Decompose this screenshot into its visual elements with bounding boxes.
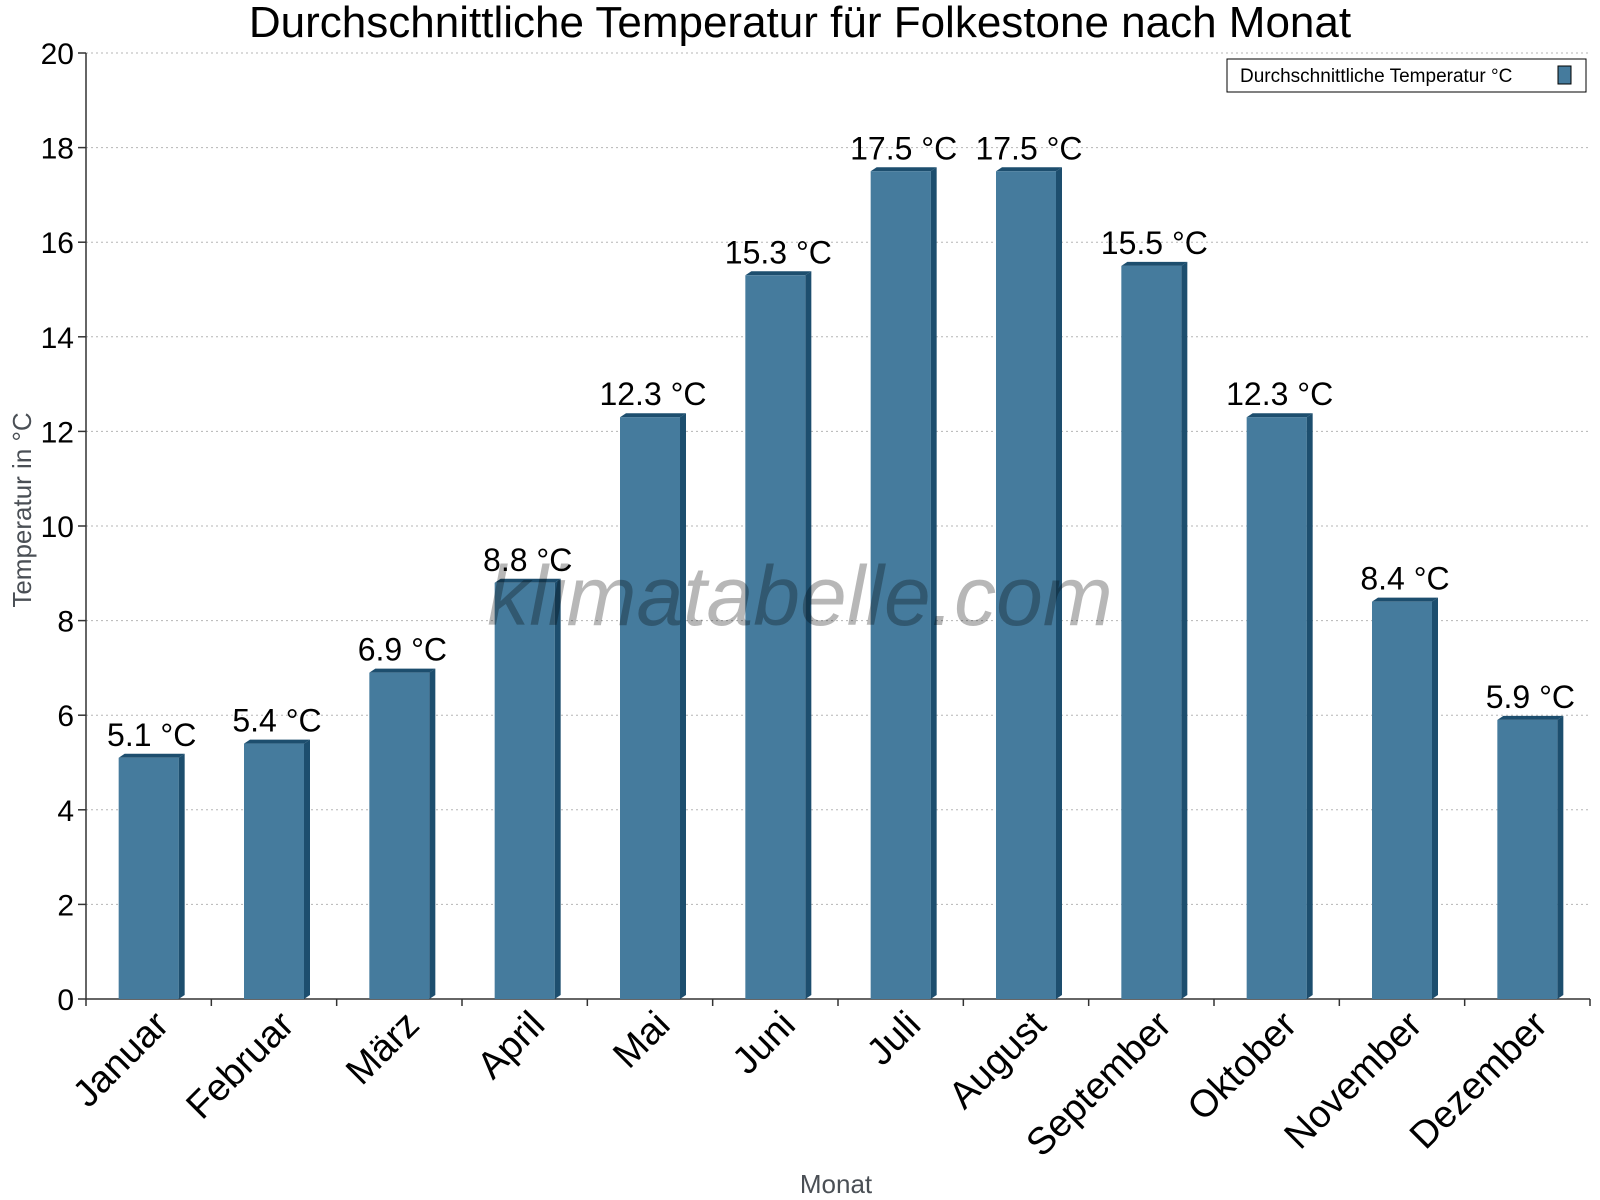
bar	[118, 753, 185, 999]
bar-side	[1306, 413, 1313, 1000]
x-axis-title: Monat	[800, 1169, 873, 1199]
bar-front	[244, 743, 304, 999]
bar-value-label: 17.5 °C	[850, 130, 957, 166]
bar-value-label: 5.1 °C	[107, 717, 196, 753]
bar-value-label: 8.4 °C	[1360, 561, 1449, 597]
bar-side	[429, 668, 436, 999]
bar	[870, 167, 937, 999]
bars	[118, 167, 1564, 1000]
bar	[745, 271, 812, 999]
y-tick-label: 2	[57, 889, 74, 922]
bar-front	[1372, 601, 1432, 999]
bar-side	[805, 271, 812, 999]
bar-top	[1246, 413, 1313, 418]
bar-side	[304, 739, 310, 999]
bar-top	[369, 668, 436, 673]
y-tick-label: 16	[41, 227, 74, 260]
bar-front	[996, 171, 1056, 999]
bar	[1121, 261, 1188, 1000]
x-tick-label: Oktober	[1180, 1003, 1306, 1129]
x-tick-label: Juni	[725, 1004, 804, 1083]
bar	[1372, 597, 1438, 999]
bar-top	[1372, 597, 1438, 602]
grid-lines	[86, 52, 1590, 905]
bar-front	[494, 582, 555, 999]
y-tick-label: 18	[41, 133, 74, 166]
legend-swatch	[1557, 65, 1572, 85]
bar-side	[1432, 597, 1438, 999]
bar-side	[680, 413, 686, 1000]
x-tick-label: August	[941, 1003, 1055, 1117]
bar-top	[494, 578, 561, 583]
bar-side	[178, 753, 185, 999]
bar-side	[1056, 167, 1062, 999]
x-tick-label: April	[470, 1004, 553, 1087]
bar-value-label: 5.4 °C	[232, 703, 321, 739]
bar-top	[1497, 715, 1564, 720]
bar-top	[620, 413, 686, 418]
watermark: klimatabelle.com	[487, 549, 1113, 643]
bar-top	[745, 271, 812, 276]
x-tick-label: Januar	[65, 1003, 177, 1115]
y-tick-label: 8	[57, 606, 74, 639]
bar-side	[554, 578, 561, 999]
value-labels: 5.1 °C 5.4 °C 6.9 °C 8.8 °C 12.3 °C 15.3 °C 17…	[107, 130, 1575, 753]
y-tick-label: 20	[41, 38, 74, 71]
bar-front	[745, 275, 806, 999]
bar-top	[1121, 261, 1188, 266]
x-tick-label: Februar	[179, 1003, 303, 1127]
legend: Durchschnittliche Temperatur °C	[1226, 58, 1587, 93]
bar	[620, 413, 686, 1000]
bar-side	[1557, 715, 1564, 999]
y-tick-label: 10	[41, 511, 74, 544]
bar-value-label: 15.3 °C	[725, 234, 832, 270]
bar	[996, 167, 1062, 999]
bar	[244, 739, 310, 999]
legend-label: Durchschnittliche Temperatur °C	[1240, 66, 1512, 87]
bar	[494, 578, 561, 999]
bar-front	[870, 171, 931, 999]
bar-top	[118, 753, 185, 758]
bar-top	[244, 739, 310, 744]
bar-side	[1181, 261, 1188, 1000]
bar	[1497, 715, 1564, 999]
bar	[369, 668, 436, 999]
bar-top	[870, 167, 937, 172]
y-axis-title: Temperatur in °C	[7, 412, 37, 607]
bar-value-label: 12.3 °C	[599, 376, 706, 412]
y-tick-label: 6	[57, 700, 74, 733]
bar-value-label: 12.3 °C	[1226, 376, 1333, 412]
bar-value-label: 15.5 °C	[1101, 225, 1208, 261]
bar-front	[369, 672, 430, 999]
legend-box	[1226, 58, 1587, 93]
bar-value-label: 17.5 °C	[975, 130, 1082, 166]
y-tick-label: 4	[57, 795, 74, 828]
bar-side	[930, 167, 937, 999]
y-tick-label: 0	[57, 984, 74, 1017]
y-tick-label: 12	[41, 416, 74, 449]
x-tick-label: Mai	[605, 1004, 678, 1077]
y-tick-label: 14	[41, 322, 74, 355]
bar-front	[118, 757, 179, 999]
bar-value-label: 5.9 °C	[1486, 679, 1575, 715]
bar-front	[1246, 417, 1307, 1000]
bar-front	[620, 417, 680, 1000]
bar	[1246, 413, 1313, 1000]
x-tick-label: Juli	[859, 1004, 929, 1074]
chart-title: Durchschnittliche Temperatur für Folkest…	[249, 0, 1351, 47]
bar-value-label: 8.8 °C	[483, 542, 572, 578]
bar-front	[1121, 265, 1182, 1000]
bar-value-label: 6.9 °C	[358, 632, 447, 668]
bar-top	[996, 167, 1062, 172]
x-tick-label: Dezember	[1402, 1003, 1556, 1157]
bar-front	[1497, 719, 1558, 999]
x-tick-label: März	[338, 1004, 427, 1093]
